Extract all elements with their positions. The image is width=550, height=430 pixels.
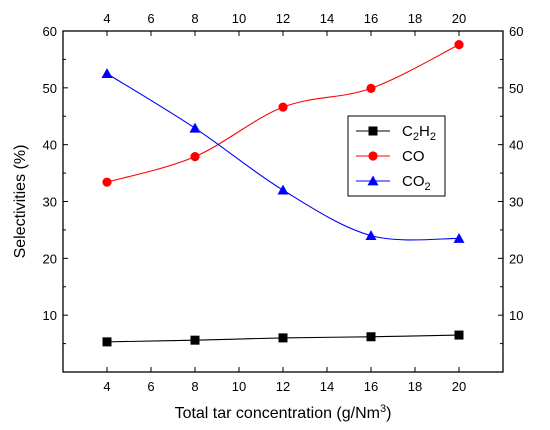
x-tick-label-top: 20 bbox=[452, 11, 466, 26]
legend-marker-co2 bbox=[367, 175, 379, 186]
legend-item-co2: CO2 bbox=[356, 173, 431, 193]
data-point-co2 bbox=[453, 232, 465, 243]
x-tick-label-bottom: 16 bbox=[364, 379, 378, 394]
x-tick-label-top: 14 bbox=[320, 11, 334, 26]
data-point-co bbox=[190, 152, 200, 162]
y-tick-label-left: 20 bbox=[43, 251, 57, 266]
y-tick-label-right: 40 bbox=[509, 138, 523, 153]
data-point-co2 bbox=[101, 68, 113, 79]
x-axis-label-close: ) bbox=[386, 405, 391, 422]
y-tick-label-left: 40 bbox=[43, 138, 57, 153]
y-tick-label-right: 50 bbox=[509, 81, 523, 96]
data-point-c2h2 bbox=[102, 337, 112, 347]
x-tick-label-top: 18 bbox=[408, 11, 422, 26]
plot-area-border bbox=[62, 30, 504, 373]
x-tick-label-bottom: 18 bbox=[408, 379, 422, 394]
data-point-co bbox=[454, 40, 464, 50]
y-tick-label-left: 10 bbox=[43, 308, 57, 323]
plot-frame bbox=[62, 30, 504, 373]
x-tick-label-top: 10 bbox=[232, 11, 246, 26]
x-tick-label-bottom: 20 bbox=[452, 379, 466, 394]
y-tick-label-right: 20 bbox=[509, 251, 523, 266]
x-tick-label-bottom: 10 bbox=[232, 379, 246, 394]
legend-marker-c2h2 bbox=[368, 126, 378, 136]
data-point-co2 bbox=[189, 122, 201, 133]
data-point-co bbox=[102, 177, 112, 187]
y-tick-label-left: 30 bbox=[43, 195, 57, 210]
data-point-co2 bbox=[277, 184, 289, 195]
data-point-c2h2 bbox=[366, 332, 376, 342]
axis-ticks: 4 4 6 6 8 8 10 10 12 12 14 14 16 16 18 18 20 20 10 20 30 40 50… bbox=[43, 11, 524, 394]
data-point-c2h2 bbox=[190, 335, 200, 345]
x-tick-label-bottom: 4 bbox=[103, 379, 110, 394]
legend-marker-co bbox=[368, 151, 378, 161]
y-tick-label-left: 50 bbox=[43, 81, 57, 96]
x-tick-label-top: 4 bbox=[103, 11, 110, 26]
legend-item-c2h2: C2H2 bbox=[356, 123, 436, 143]
x-tick-label-bottom: 12 bbox=[276, 379, 290, 394]
legend-item-co: CO bbox=[356, 148, 425, 165]
x-axis-label: Total tar concentration (g/Nm3) bbox=[175, 403, 392, 422]
x-tick-label-bottom: 14 bbox=[320, 379, 334, 394]
series-layer bbox=[101, 40, 465, 347]
data-point-c2h2 bbox=[278, 333, 288, 343]
y-axis-label: Selectivities (%) bbox=[12, 145, 29, 259]
x-tick-label-top: 6 bbox=[147, 11, 154, 26]
data-point-co bbox=[366, 83, 376, 94]
legend-label-co2: CO2 bbox=[402, 173, 431, 193]
data-point-co bbox=[278, 102, 288, 112]
legend-label-c2h2: C2H2 bbox=[402, 123, 436, 143]
y-tick-label-right: 30 bbox=[509, 195, 523, 210]
data-point-co2 bbox=[365, 230, 377, 240]
x-tick-label-top: 16 bbox=[364, 11, 378, 26]
series-c2h2 bbox=[102, 330, 464, 347]
legend-label-co: CO bbox=[402, 148, 425, 165]
x-axis-label-superscript: 3 bbox=[380, 403, 386, 415]
x-tick-label-bottom: 8 bbox=[191, 379, 198, 394]
y-tick-label-left: 60 bbox=[43, 24, 57, 39]
series-co2 bbox=[101, 68, 465, 243]
x-axis-label-main: Total tar concentration (g/Nm bbox=[175, 405, 380, 422]
x-tick-label-top: 8 bbox=[191, 11, 198, 26]
data-point-c2h2 bbox=[454, 330, 464, 340]
y-tick-label-right: 10 bbox=[509, 308, 523, 323]
x-tick-label-bottom: 6 bbox=[147, 379, 154, 394]
y-tick-label-right: 60 bbox=[509, 24, 523, 39]
x-tick-label-top: 12 bbox=[276, 11, 290, 26]
series-co bbox=[102, 40, 464, 187]
legend: C2H2 CO CO2 bbox=[347, 115, 446, 197]
